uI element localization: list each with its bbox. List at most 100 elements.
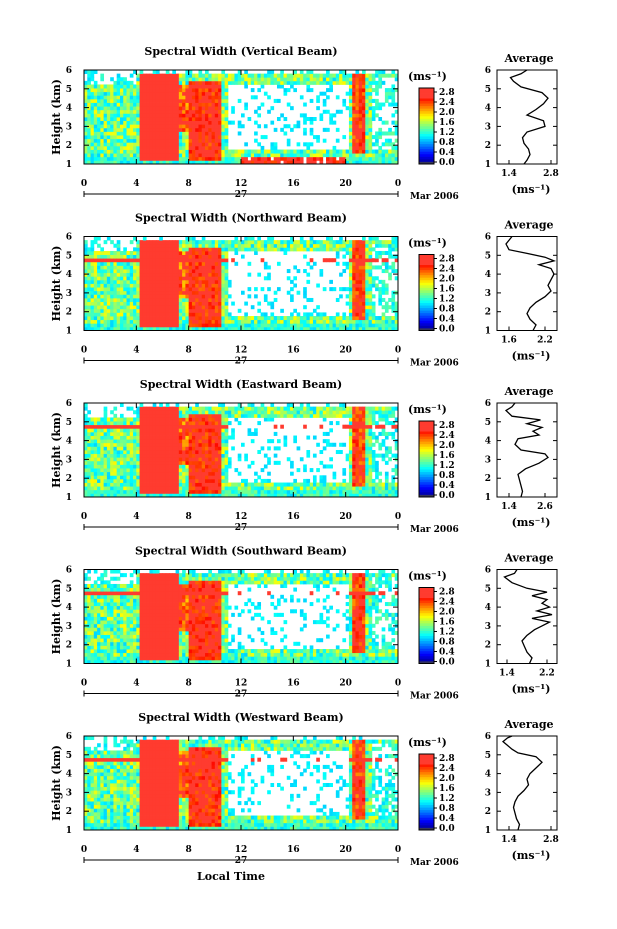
heatmap-cell xyxy=(201,240,206,245)
heatmap-cell xyxy=(155,250,160,255)
heatmap-cell xyxy=(113,323,118,328)
heatmap-cell xyxy=(87,77,91,82)
heatmap-cell xyxy=(93,431,98,436)
heatmap-cell xyxy=(365,326,369,331)
heatmap-cell xyxy=(326,73,330,78)
heatmap-cell xyxy=(254,294,258,299)
heatmap-cell xyxy=(348,269,353,274)
heatmap-cell xyxy=(103,117,108,122)
heatmap-cell xyxy=(93,84,98,89)
heatmap-cell xyxy=(342,316,347,321)
heatmap-cell xyxy=(214,493,219,498)
heatmap-cell xyxy=(234,406,239,411)
heatmap-cell xyxy=(352,145,356,150)
heatmap-cell xyxy=(332,326,337,331)
colorbar-swatch xyxy=(419,120,434,124)
heatmap-cell xyxy=(116,446,121,451)
heatmap-cell xyxy=(326,95,330,100)
heatmap-cell xyxy=(146,265,150,270)
heatmap-cell xyxy=(93,297,98,302)
heatmap-cell xyxy=(169,279,173,284)
heatmap-cell xyxy=(133,156,137,161)
heatmap-cell xyxy=(241,442,245,447)
heatmap-cell xyxy=(84,435,88,440)
heatmap-cell xyxy=(191,290,196,295)
heatmap-cell xyxy=(306,326,311,331)
heatmap-cell xyxy=(159,482,163,487)
heatmap-cell xyxy=(100,156,105,161)
heatmap-cell xyxy=(175,84,180,89)
heatmap-cell xyxy=(345,91,350,96)
heatmap-cell xyxy=(129,135,134,140)
heatmap-cell xyxy=(188,316,193,321)
heatmap-cell xyxy=(129,489,134,494)
heatmap-cell xyxy=(175,446,180,451)
heatmap-cell xyxy=(205,276,209,281)
heatmap-cell xyxy=(172,149,176,154)
heatmap-cell xyxy=(123,124,127,129)
heatmap-cell xyxy=(119,138,124,143)
heatmap-cell xyxy=(142,135,147,140)
heatmap-cell xyxy=(84,160,88,165)
heatmap-cell xyxy=(195,117,199,122)
heatmap-cell xyxy=(185,73,190,78)
heatmap-cell xyxy=(352,120,356,125)
heatmap-cell xyxy=(368,109,373,114)
heatmap-cell xyxy=(371,279,376,284)
heatmap-cell xyxy=(368,323,373,328)
heatmap-cell xyxy=(214,243,219,248)
heatmap-cell xyxy=(113,88,118,93)
heatmap-cell xyxy=(214,442,219,447)
heatmap-cell xyxy=(358,98,363,103)
heatmap-cell xyxy=(218,131,222,136)
heatmap-cell xyxy=(306,80,311,85)
heatmap-cell xyxy=(110,316,114,321)
heatmap-cell xyxy=(362,287,366,292)
heatmap-cell xyxy=(332,243,337,248)
heatmap-cell xyxy=(290,84,294,89)
heatmap-cell xyxy=(198,127,203,132)
heatmap-cell xyxy=(146,80,150,85)
heatmap-cell xyxy=(93,319,98,324)
heatmap-cell xyxy=(146,160,150,165)
heatmap-cell xyxy=(342,80,347,85)
heatmap-cell xyxy=(87,464,91,469)
heatmap-cell xyxy=(185,98,190,103)
heatmap-cell xyxy=(93,113,98,118)
heatmap-cell xyxy=(178,160,183,165)
heatmap-cell xyxy=(394,145,399,150)
panel-title: Spectral Width (Northward Beam) xyxy=(135,212,347,225)
heatmap-cell xyxy=(198,493,203,498)
heatmap-cell xyxy=(201,276,206,281)
heatmap-cell xyxy=(195,127,199,132)
heatmap-cell xyxy=(394,276,399,281)
heatmap-cell xyxy=(358,127,363,132)
heatmap-cell xyxy=(185,486,190,491)
heatmap-cell xyxy=(270,243,275,248)
heatmap-cell xyxy=(119,435,124,440)
heatmap-cell xyxy=(119,413,124,418)
heatmap-cell xyxy=(142,290,147,295)
heatmap-cell xyxy=(175,276,180,281)
heatmap-cell xyxy=(283,88,288,93)
heatmap-cell xyxy=(208,98,212,103)
heatmap-cell xyxy=(241,240,245,245)
heatmap-cell xyxy=(100,460,105,465)
heatmap-cell xyxy=(182,254,186,259)
heatmap-cell xyxy=(146,269,150,274)
heatmap-cell xyxy=(221,316,226,321)
heatmap-cell xyxy=(339,153,343,158)
heatmap-cell xyxy=(126,153,131,158)
heatmap-cell xyxy=(221,471,226,476)
heatmap-cell xyxy=(188,413,193,418)
heatmap-cell xyxy=(303,120,307,125)
heatmap-cell xyxy=(352,153,356,158)
heatmap-cell xyxy=(84,403,88,408)
heatmap-cell xyxy=(348,73,353,78)
heatmap-cell xyxy=(195,460,199,465)
heatmap-cell xyxy=(113,109,118,114)
heatmap-cell xyxy=(211,431,216,436)
heatmap-cell xyxy=(214,261,219,266)
heatmap-cell xyxy=(234,247,239,252)
heatmap-cell xyxy=(146,482,150,487)
